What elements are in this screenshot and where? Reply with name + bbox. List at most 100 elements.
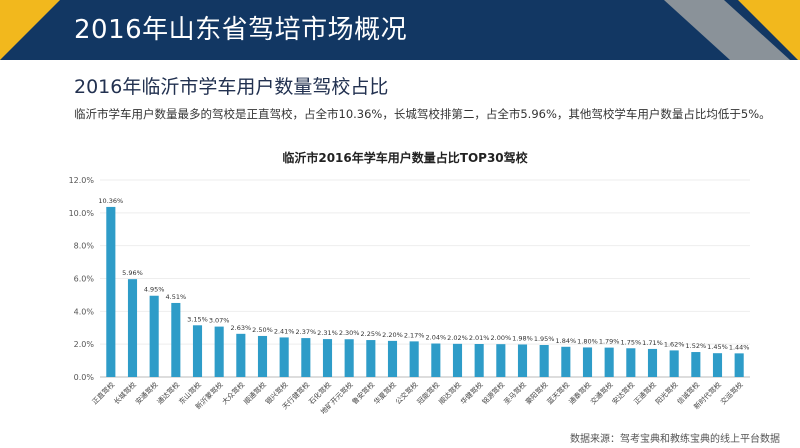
bar-value-label: 2.00% (491, 334, 512, 342)
bar-value-label: 1.79% (599, 338, 620, 346)
bar-value-label: 2.31% (317, 329, 338, 337)
bar (496, 344, 506, 377)
bar (734, 353, 744, 377)
bar (149, 295, 159, 377)
x-category-label: 通泰驾校 (567, 380, 593, 406)
y-tick-label: 2.0% (74, 340, 95, 349)
x-category-label: 冠能驾校 (415, 380, 441, 406)
bar (192, 325, 203, 377)
bar (214, 326, 224, 377)
header-yellow-corner (0, 0, 60, 60)
bar-value-label: 2.41% (274, 327, 295, 335)
bar-value-label: 2.50% (252, 326, 273, 334)
bar-value-label: 2.02% (447, 334, 468, 342)
bar (626, 348, 636, 377)
x-category-label: 正直驾校 (90, 380, 116, 406)
y-tick-label: 8.0% (74, 242, 95, 251)
bar-value-label: 5.96% (122, 269, 143, 277)
x-category-label: 蓝天驾校 (545, 380, 571, 406)
section-description: 临沂市学车用户数量最多的驾校是正直驾校，占全市10.36%，长城驾校排第二，占全… (74, 107, 771, 121)
x-category-label: 正通驾校 (632, 380, 658, 406)
bar (647, 348, 658, 377)
y-tick-label: 10.0% (69, 209, 95, 218)
header-decoration (664, 0, 800, 60)
section-subtitle: 2016年临沂市学车用户数量驾校占比 (74, 76, 389, 98)
bar (301, 338, 311, 377)
bar (474, 344, 484, 377)
bar (171, 302, 181, 377)
x-category-label: 大众驾校 (220, 380, 246, 406)
x-category-label: 圣马驾校 (502, 380, 528, 406)
bar-value-label: 2.04% (426, 334, 447, 342)
bar-value-label: 1.44% (729, 343, 750, 351)
bar (452, 343, 463, 377)
bar-value-label: 2.17% (404, 331, 425, 339)
bar-value-label: 4.51% (166, 293, 187, 301)
bar-value-label: 1.62% (664, 340, 685, 348)
gray-stripe (664, 0, 790, 60)
bar (279, 337, 289, 377)
bar-value-label: 10.36% (98, 197, 123, 205)
x-category-label: 顺达驾校 (437, 380, 463, 406)
bar (712, 353, 723, 377)
bar (539, 344, 549, 377)
x-category-label: 华夏驾校 (372, 380, 398, 406)
bar-value-label: 2.25% (361, 330, 382, 338)
bar (669, 350, 679, 377)
bar (387, 340, 398, 377)
x-category-label: 铭源驾校 (480, 380, 506, 406)
bar-value-label: 3.15% (187, 315, 208, 323)
y-tick-label: 6.0% (74, 275, 95, 284)
bar-value-label: 1.98% (512, 334, 533, 342)
bar (517, 344, 528, 377)
x-category-label: 鲁安驾校 (350, 380, 376, 406)
bar-value-label: 1.95% (534, 335, 555, 343)
bar (344, 339, 354, 377)
bar-value-label: 2.01% (469, 334, 490, 342)
yellow-stripe (738, 0, 800, 60)
bar (409, 341, 419, 377)
x-category-label: 长城驾校 (112, 380, 138, 406)
header-bar: 2016年山东省驾培市场概况 (0, 0, 800, 60)
x-category-label: 交通驾校 (588, 380, 614, 406)
bar-value-label: 1.84% (556, 337, 577, 345)
y-tick-label: 0.0% (74, 373, 95, 382)
bar-chart: 临沂市2016年学车用户数量占比TOP30驾校 0.0% 2.0% 4.0% 6.0%… (69, 150, 750, 416)
bar-value-label: 2.20% (382, 331, 403, 339)
bar (236, 333, 246, 377)
chart-title: 临沂市2016年学车用户数量占比TOP30驾校 (282, 150, 528, 165)
y-tick-label: 12.0% (69, 176, 95, 185)
bar (127, 279, 138, 377)
x-category-label: 豪阳驾校 (523, 380, 549, 406)
bar-value-label: 4.95% (144, 286, 165, 294)
bar (582, 347, 593, 377)
x-category-label: 顺通驾校 (242, 380, 268, 406)
x-category-label: 交运驾校 (718, 380, 744, 406)
x-category-label: 安达驾校 (610, 380, 636, 406)
bar-value-label: 1.45% (707, 343, 728, 351)
bar-value-label: 1.80% (577, 337, 598, 345)
bar-value-label: 2.30% (339, 329, 360, 337)
x-category-label: 公交驾校 (393, 380, 419, 406)
bar-value-label: 1.75% (621, 338, 642, 346)
bar (561, 346, 571, 377)
x-category-label: 阳光驾校 (653, 380, 679, 406)
bar (257, 335, 268, 377)
bar (691, 352, 701, 377)
x-category-label: 华健驾校 (458, 380, 484, 406)
bar (322, 339, 333, 377)
data-source-note: 数据来源：驾考宝典和教练宝典的线上平台数据 (570, 434, 780, 445)
bar (431, 343, 441, 377)
bar-value-label: 3.07% (209, 317, 230, 325)
bar-value-label: 1.71% (642, 339, 663, 347)
bar (366, 340, 376, 377)
bar (604, 347, 614, 377)
y-tick-label: 4.0% (74, 307, 95, 316)
bar (106, 206, 116, 377)
bar-value-label: 2.63% (231, 324, 252, 332)
page-title: 2016年山东省驾培市场概况 (74, 15, 408, 45)
x-category-label: 通达驾校 (155, 380, 181, 406)
x-category-label: 安通驾校 (133, 380, 159, 406)
bar-value-label: 1.52% (686, 342, 707, 350)
bar-value-label: 2.37% (296, 328, 317, 336)
